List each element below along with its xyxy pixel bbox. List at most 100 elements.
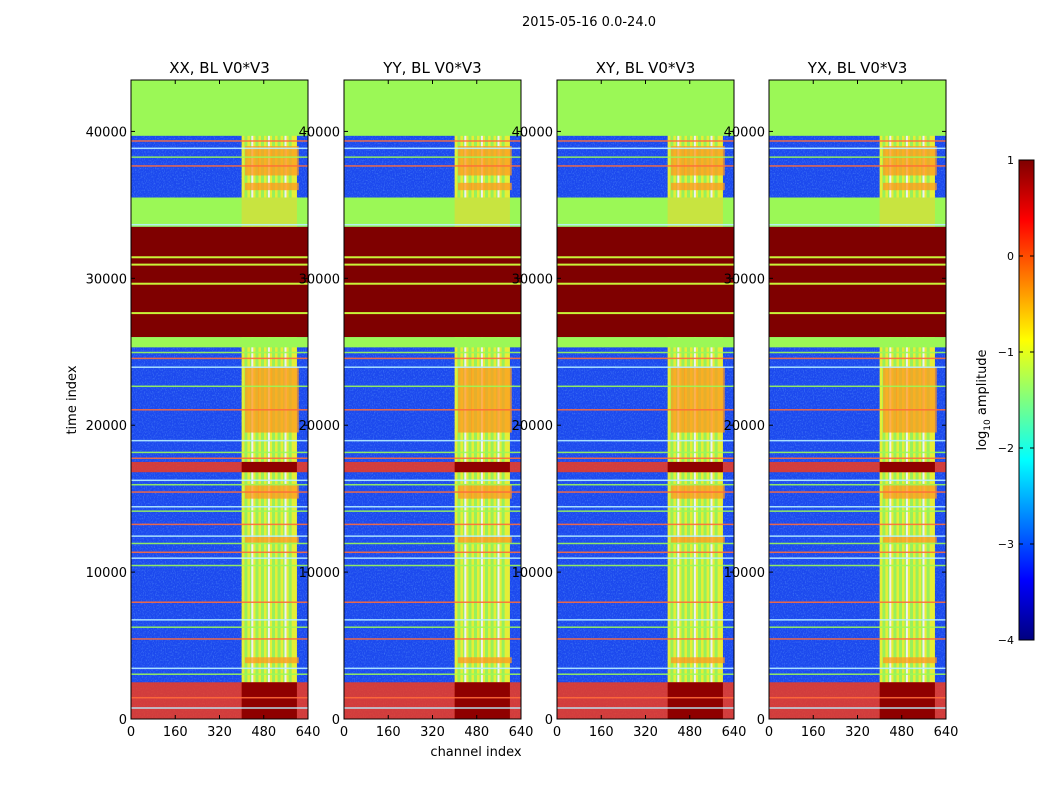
x-tick-label: 0 xyxy=(127,725,135,740)
rfi-hotspot xyxy=(244,182,259,191)
flag-line xyxy=(557,564,734,567)
flag-line xyxy=(344,457,521,460)
heatmap-panel-1: 0 160 320 480 640 0 10000 20000 30000 40000 XX, BL… xyxy=(86,59,321,740)
x-tick-label: 640 xyxy=(722,725,747,740)
rfi-hotspot xyxy=(457,536,472,543)
rfi-hotspot xyxy=(258,146,273,176)
flag-line xyxy=(557,451,734,454)
rfi-hotspot xyxy=(896,366,911,433)
x-tick-label: 320 xyxy=(633,725,658,740)
rfi-hotspot xyxy=(922,536,937,543)
x-tick-label: 640 xyxy=(509,725,534,740)
y-tick-label: 0 xyxy=(757,713,765,728)
rfi-hotspot xyxy=(710,366,725,433)
flag-line xyxy=(344,564,521,567)
saturated-rfi xyxy=(454,682,510,719)
flag-line xyxy=(557,165,734,167)
heatmap-panel-3: 0 160 320 480 640 0 10000 20000 30000 40000 XY, BL… xyxy=(512,59,747,740)
rfi-hotspot xyxy=(497,146,512,176)
rfi-hotspot xyxy=(471,657,486,664)
x-tick-label: 0 xyxy=(765,725,773,740)
flag-line xyxy=(131,479,308,482)
flag-line xyxy=(769,409,946,411)
rfi-hotspot xyxy=(670,146,685,176)
y-tick-label: 30000 xyxy=(724,272,765,287)
rfi-hotspot xyxy=(284,657,299,664)
rfi-hotspot xyxy=(697,182,712,191)
flag-line xyxy=(557,483,734,486)
rfi-hotspot xyxy=(244,657,259,664)
saturated-line xyxy=(557,312,734,315)
y-tick-label: 10000 xyxy=(86,566,127,581)
colorbar-tick-label: 1 xyxy=(1007,154,1014,167)
colorbar-tick-label: −3 xyxy=(998,538,1014,551)
rfi-hotspot xyxy=(244,536,259,543)
rfi-hotspot xyxy=(258,366,273,433)
x-tick-label: 160 xyxy=(376,725,401,740)
flag-line xyxy=(557,535,734,537)
flagged-rows xyxy=(131,80,308,136)
flag-line xyxy=(344,483,521,486)
x-tick-label: 480 xyxy=(464,725,489,740)
heatmap-cells xyxy=(557,80,734,719)
flagged-rows xyxy=(557,80,734,136)
flag-line xyxy=(769,667,946,670)
flag-line xyxy=(344,506,521,508)
rfi-hotspot xyxy=(670,366,685,433)
flag-line xyxy=(344,557,521,559)
flag-line xyxy=(131,667,308,670)
flag-line xyxy=(131,451,308,454)
rfi-hotspot xyxy=(271,366,286,433)
rfi-hotspot xyxy=(258,182,273,191)
colorbar-label: log10 amplitude xyxy=(975,349,993,450)
y-tick-label: 30000 xyxy=(86,272,127,287)
y-tick-label: 10000 xyxy=(299,566,340,581)
rfi-hotspot xyxy=(882,182,897,191)
y-tick-label: 0 xyxy=(119,713,127,728)
flagged-rows xyxy=(769,337,946,348)
flag-line xyxy=(131,483,308,486)
flag-line xyxy=(344,638,521,640)
panel-title: XX, BL V0*V3 xyxy=(169,59,270,77)
flagged-rows xyxy=(344,337,521,348)
x-tick-label: 0 xyxy=(553,725,561,740)
flag-line xyxy=(557,673,734,675)
flag-line xyxy=(131,551,308,554)
flag-line xyxy=(557,707,734,709)
rfi-hotspot xyxy=(284,366,299,433)
saturated-rfi xyxy=(879,682,935,719)
rfi-hotspot xyxy=(922,146,937,176)
saturated-rfi xyxy=(667,461,723,473)
flagged-rfi xyxy=(667,197,723,227)
saturated-rfi xyxy=(879,461,935,473)
rfi-hotspot xyxy=(471,536,486,543)
flagged-rows xyxy=(344,80,521,136)
flag-line xyxy=(131,156,308,158)
flag-line xyxy=(131,223,308,226)
flag-line xyxy=(769,147,946,150)
rfi-hotspot xyxy=(471,366,486,433)
flagged-rfi xyxy=(879,197,935,227)
rfi-hotspot xyxy=(670,536,685,543)
colorbar-tick-label: −1 xyxy=(998,346,1014,359)
flag-line xyxy=(131,409,308,411)
saturated-rows xyxy=(769,226,946,338)
rfi-hotspot xyxy=(882,146,897,176)
rfi-hotspot xyxy=(882,366,897,433)
flag-line xyxy=(131,619,308,621)
flag-line xyxy=(769,638,946,640)
flag-line xyxy=(769,385,946,388)
flag-line xyxy=(769,439,946,442)
flag-line xyxy=(344,140,521,142)
y-tick-label: 40000 xyxy=(86,125,127,140)
flag-line xyxy=(557,366,734,368)
colorbar-ticks: 1 0 −1 −2 −3 −4 xyxy=(998,154,1034,647)
rfi-hotspot xyxy=(670,657,685,664)
flag-line xyxy=(131,506,308,508)
rfi-hotspot xyxy=(684,182,699,191)
x-tick-label: 480 xyxy=(889,725,914,740)
saturated-line xyxy=(131,256,308,259)
flag-line xyxy=(769,601,946,603)
y-tick-label: 10000 xyxy=(512,566,553,581)
